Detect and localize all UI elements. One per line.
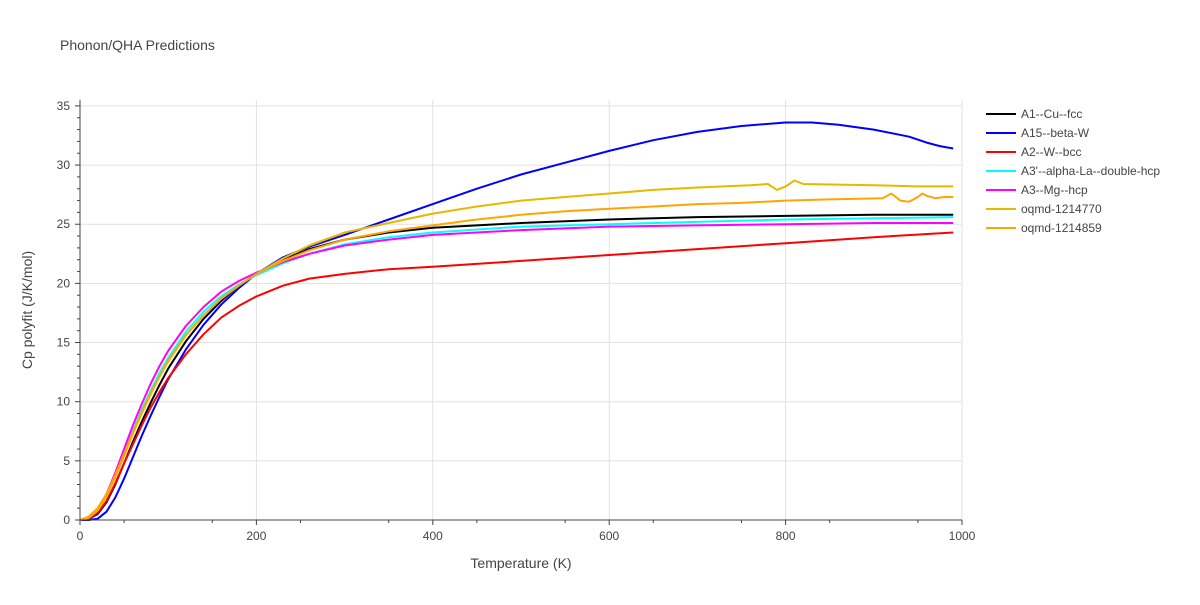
legend-label: A2--W--bcc [1021, 145, 1081, 159]
legend-label: oqmd-1214859 [1021, 221, 1102, 235]
legend-label: oqmd-1214770 [1021, 202, 1102, 216]
x-tick-label: 200 [246, 529, 266, 543]
x-tick-label: 1000 [949, 529, 976, 543]
legend-item[interactable]: A1--Cu--fcc [986, 107, 1082, 121]
legend-item[interactable]: A3--Mg--hcp [986, 183, 1088, 197]
axes: 0 200 400 600 800 1000 0 5 10 15 20 25 30 35 [57, 99, 976, 543]
y-tick-label: 15 [57, 336, 71, 350]
y-tick-label: 0 [63, 513, 70, 527]
y-tick-label: 25 [57, 217, 71, 231]
y-tick-label: 10 [57, 395, 71, 409]
x-tick-label: 600 [599, 529, 619, 543]
chart-title: Phonon/QHA Predictions [60, 37, 215, 53]
x-tick-label: 0 [77, 529, 84, 543]
y-axis-title: Cp polyfit (J/K/mol) [19, 251, 35, 369]
legend-item[interactable]: oqmd-1214859 [986, 221, 1102, 235]
series-line-3[interactable] [79, 231, 954, 521]
x-axis-title: Temperature (K) [470, 555, 571, 571]
y-tick-label: 35 [57, 99, 71, 113]
x-tick-label: 800 [776, 529, 796, 543]
legend[interactable]: A1--Cu--fcc A15--beta-W A2--W--bcc A3'--alp… [986, 107, 1160, 235]
series-lines[interactable] [79, 121, 954, 521]
legend-label: A3--Mg--hcp [1021, 183, 1088, 197]
legend-label: A1--Cu--fcc [1021, 107, 1082, 121]
series-line-5[interactable] [79, 222, 954, 521]
series-line-2[interactable] [80, 121, 954, 521]
legend-item[interactable]: A3'--alpha-La--double-hcp [986, 164, 1160, 178]
legend-label: A15--beta-W [1021, 126, 1090, 140]
y-tick-label: 20 [57, 276, 71, 290]
legend-item[interactable]: A2--W--bcc [986, 145, 1081, 159]
y-tick-label: 5 [63, 454, 70, 468]
series-line-7[interactable] [79, 192, 954, 521]
legend-label: A3'--alpha-La--double-hcp [1021, 164, 1160, 178]
y-tick-label: 30 [57, 158, 71, 172]
legend-item[interactable]: oqmd-1214770 [986, 202, 1102, 216]
legend-item[interactable]: A15--beta-W [986, 126, 1090, 140]
x-tick-label: 400 [423, 529, 443, 543]
